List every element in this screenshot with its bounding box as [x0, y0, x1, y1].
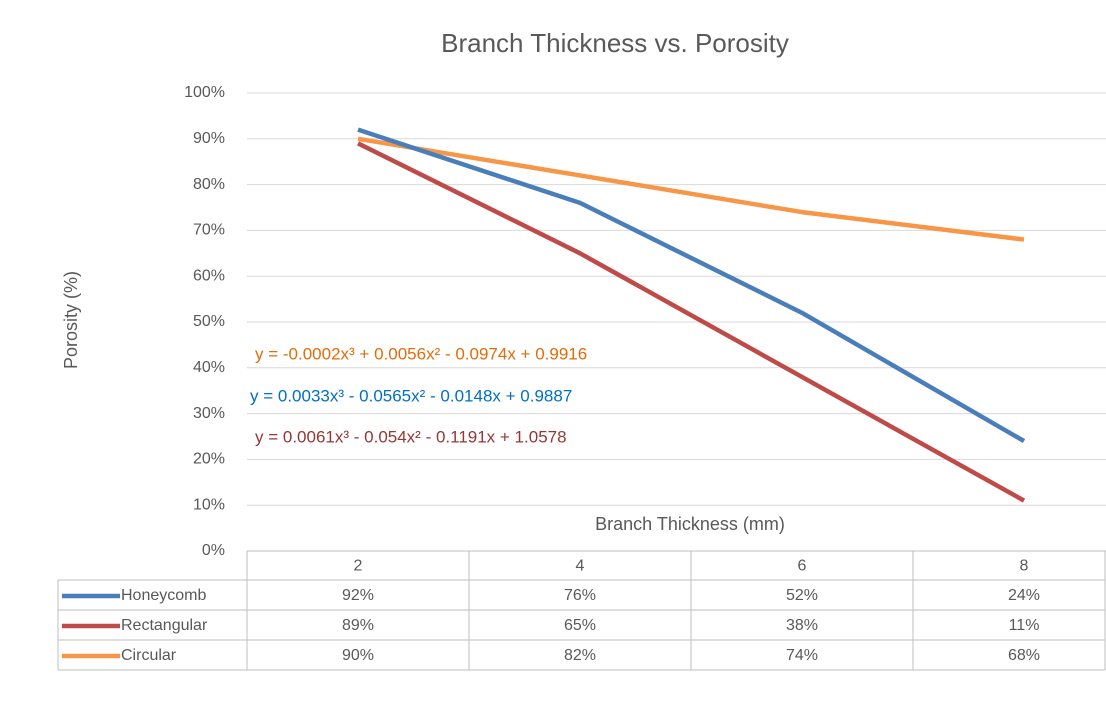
- legend-label: Circular: [121, 647, 177, 664]
- x-tick-label: 8: [1020, 558, 1029, 575]
- data-label: 89%: [342, 617, 374, 634]
- chart-title: Branch Thickness vs. Porosity: [441, 28, 789, 58]
- series-line: [357, 136, 1025, 242]
- data-label: 92%: [342, 587, 374, 604]
- y-axis-label: Porosity (%): [61, 271, 81, 369]
- x-tick-label: 4: [576, 558, 585, 575]
- data-label: 68%: [1008, 647, 1040, 664]
- y-tick-label: 60%: [193, 267, 225, 284]
- legend-label: Rectangular: [121, 617, 208, 634]
- y-tick-label: 80%: [193, 176, 225, 193]
- data-label: 65%: [564, 617, 596, 634]
- data-label: 90%: [342, 647, 374, 664]
- data-label: 82%: [564, 647, 596, 664]
- data-label: 24%: [1008, 587, 1040, 604]
- y-tick-label: 0%: [202, 542, 225, 559]
- trendline-equation: y = -0.0002x³ + 0.0056x² - 0.0974x + 0.9…: [255, 344, 587, 363]
- y-tick-label: 20%: [193, 451, 225, 468]
- x-tick-label: 2: [354, 558, 363, 575]
- trendline-equation: y = 0.0061x³ - 0.054x² - 0.1191x + 1.057…: [255, 427, 567, 446]
- legend-label: Honeycomb: [121, 587, 206, 604]
- y-tick-label: 40%: [193, 359, 225, 376]
- x-tick-label: 6: [798, 558, 807, 575]
- data-label: 74%: [786, 647, 818, 664]
- data-label: 76%: [564, 587, 596, 604]
- y-tick-label: 70%: [193, 222, 225, 239]
- y-tick-label: 100%: [184, 84, 225, 101]
- data-label: 38%: [786, 617, 818, 634]
- trendline-equation: y = 0.0033x³ - 0.0565x² - 0.0148x + 0.98…: [250, 386, 572, 405]
- series-line: [357, 141, 1026, 503]
- y-tick-label: 50%: [193, 313, 225, 330]
- y-tick-label: 10%: [193, 496, 225, 513]
- data-label: 52%: [786, 587, 818, 604]
- y-tick-label: 90%: [193, 130, 225, 147]
- x-axis-label: Branch Thickness (mm): [595, 514, 785, 534]
- y-tick-label: 30%: [193, 405, 225, 422]
- data-label: 11%: [1009, 617, 1040, 634]
- series-line: [357, 127, 1026, 444]
